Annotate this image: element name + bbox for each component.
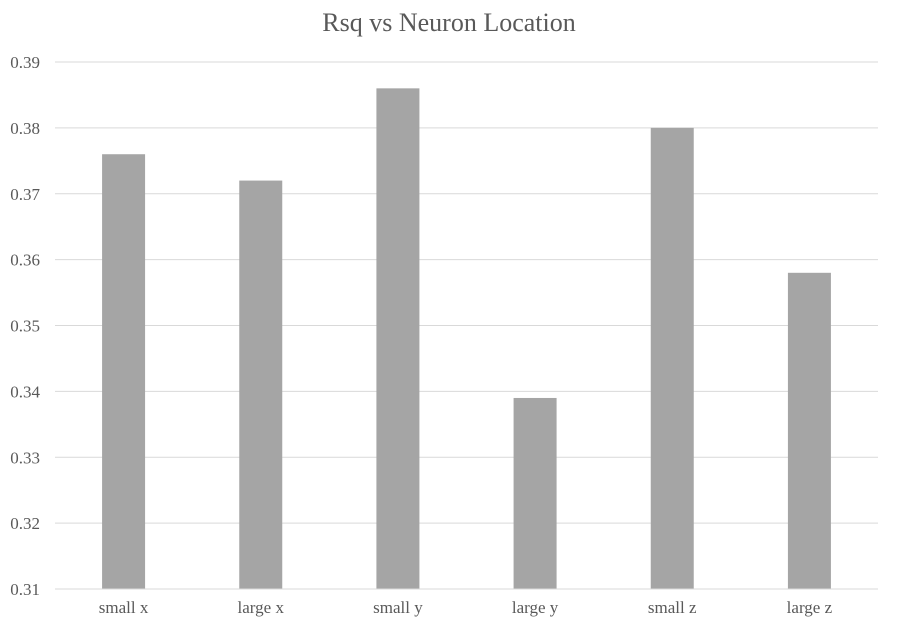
x-tick-label: large x bbox=[238, 598, 285, 617]
x-tick-label: small z bbox=[648, 598, 697, 617]
bar-large-x bbox=[239, 180, 283, 589]
y-tick-label: 0.34 bbox=[10, 382, 40, 401]
y-axis-tick-labels: 0.31 0.32 0.33 0.34 0.35 0.36 0.37 0.38 0.39 bbox=[10, 53, 40, 599]
bars bbox=[102, 88, 831, 589]
x-tick-label: small x bbox=[99, 598, 149, 617]
chart-title: Rsq vs Neuron Location bbox=[322, 8, 575, 37]
y-tick-label: 0.33 bbox=[10, 448, 40, 467]
y-tick-label: 0.32 bbox=[10, 514, 40, 533]
bar-large-y bbox=[513, 397, 557, 589]
y-tick-label: 0.38 bbox=[10, 119, 40, 138]
bar-small-z bbox=[650, 127, 694, 589]
y-tick-label: 0.36 bbox=[10, 251, 40, 270]
bar-small-y bbox=[376, 88, 420, 589]
x-axis-tick-labels: small x large x small y large y small z large… bbox=[99, 598, 833, 617]
bar-small-x bbox=[102, 154, 146, 589]
y-tick-label: 0.35 bbox=[10, 317, 40, 336]
bar-large-z bbox=[787, 272, 831, 589]
gridlines bbox=[55, 61, 878, 524]
x-tick-label: large z bbox=[787, 598, 833, 617]
x-tick-label: small y bbox=[373, 598, 423, 617]
y-tick-label: 0.37 bbox=[10, 185, 40, 204]
y-tick-label: 0.31 bbox=[10, 580, 40, 599]
x-tick-label: large y bbox=[512, 598, 559, 617]
y-tick-label: 0.39 bbox=[10, 53, 40, 72]
